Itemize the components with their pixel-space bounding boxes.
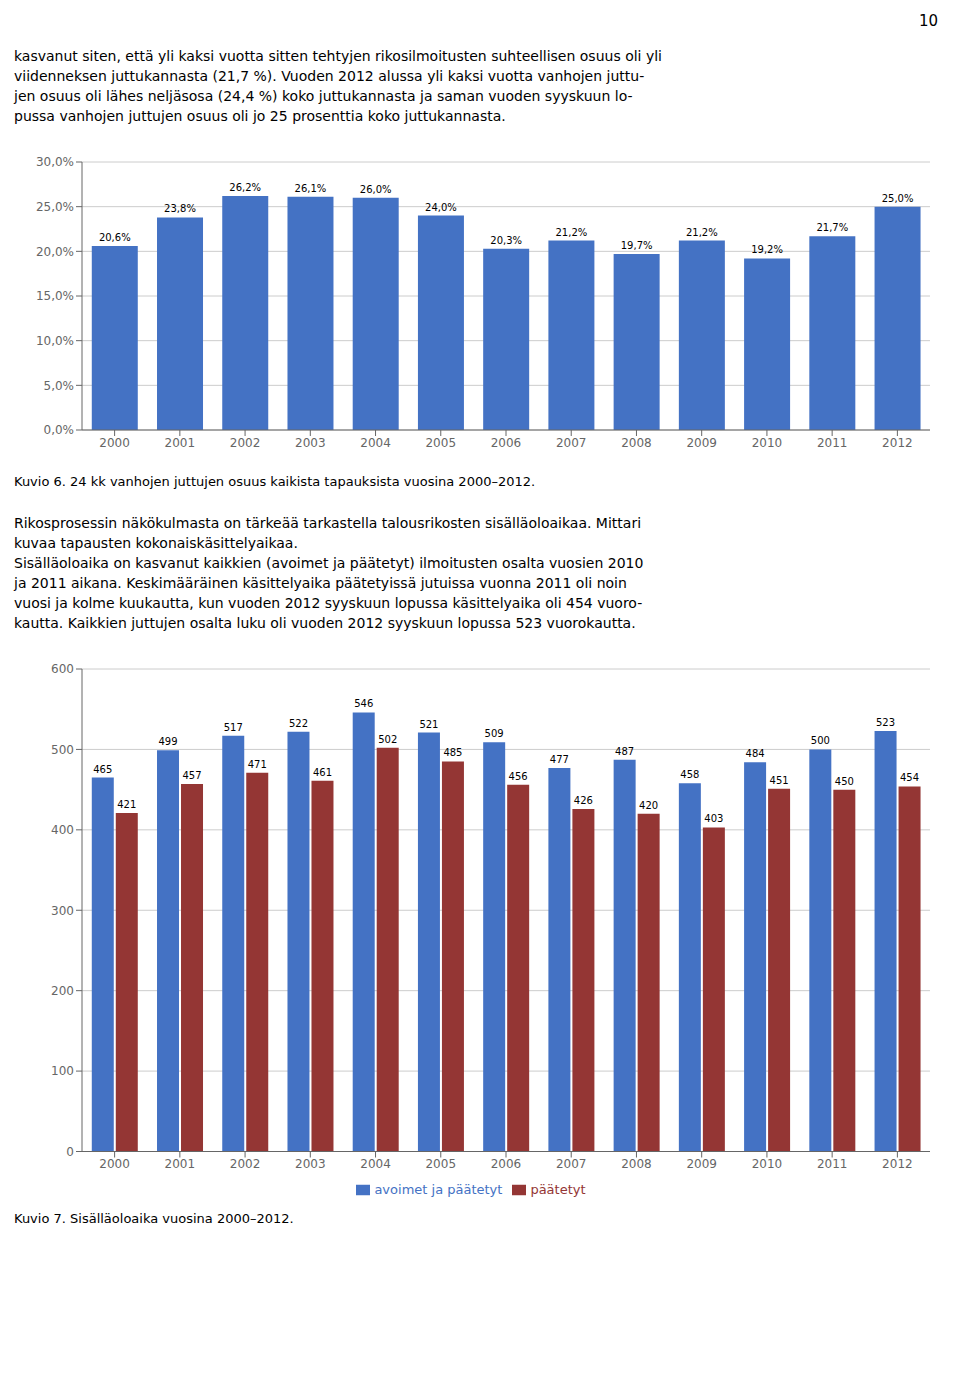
svg-text:20,0%: 20,0% bbox=[36, 245, 74, 259]
svg-text:10,0%: 10,0% bbox=[36, 334, 74, 348]
svg-text:2006: 2006 bbox=[491, 436, 522, 450]
svg-text:2002: 2002 bbox=[230, 1157, 261, 1171]
svg-text:25,0%: 25,0% bbox=[882, 193, 914, 204]
svg-text:517: 517 bbox=[224, 722, 243, 733]
svg-text:2012: 2012 bbox=[882, 436, 913, 450]
svg-text:5,0%: 5,0% bbox=[44, 379, 75, 393]
svg-text:100: 100 bbox=[51, 1064, 74, 1078]
svg-text:457: 457 bbox=[182, 770, 201, 781]
svg-text:2007: 2007 bbox=[556, 436, 587, 450]
svg-text:484: 484 bbox=[746, 748, 765, 759]
svg-text:2000: 2000 bbox=[99, 436, 130, 450]
svg-text:19,2%: 19,2% bbox=[751, 244, 783, 255]
svg-text:500: 500 bbox=[51, 743, 74, 757]
html-text:vuosi ja kolme kuukautta, kun: vuosi ja kolme kuukautta, kun vuoden 201… bbox=[14, 595, 643, 611]
svg-text:2008: 2008 bbox=[621, 1157, 652, 1171]
svg-text:2006: 2006 bbox=[491, 1157, 522, 1171]
svg-text:450: 450 bbox=[835, 776, 854, 787]
html-text:Rikosprosessin näkökulmasta on: Rikosprosessin näkökulmasta on tärkeää t… bbox=[14, 515, 641, 531]
html-text:pussa vanhojen juttujen osuus: pussa vanhojen juttujen osuus oli jo 25 … bbox=[14, 108, 506, 124]
svg-text:2011: 2011 bbox=[817, 436, 848, 450]
svg-text:2004: 2004 bbox=[360, 436, 391, 450]
html-text:kuvaa tapausten kokonaiskäsitt: kuvaa tapausten kokonaiskäsittelyaikaa. bbox=[14, 535, 298, 551]
html-text:jen osuus oli lähes neljäsosa: jen osuus oli lähes neljäsosa (24,4 %) k… bbox=[14, 88, 633, 104]
svg-text:2002: 2002 bbox=[230, 436, 261, 450]
svg-text:2010: 2010 bbox=[752, 1157, 783, 1171]
svg-text:456: 456 bbox=[509, 771, 528, 782]
svg-text:2005: 2005 bbox=[425, 436, 456, 450]
html-text:Sisälläoloaika on kasvanut kai: Sisälläoloaika on kasvanut kaikkien (avo… bbox=[14, 555, 644, 571]
svg-text:19,7%: 19,7% bbox=[621, 240, 653, 251]
html-text:päätetyt: päätetyt bbox=[530, 1181, 586, 1197]
svg-text:403: 403 bbox=[704, 813, 723, 824]
svg-text:21,2%: 21,2% bbox=[556, 227, 588, 238]
svg-text:421: 421 bbox=[117, 799, 136, 810]
svg-text:458: 458 bbox=[680, 769, 699, 780]
svg-text:2007: 2007 bbox=[556, 1157, 587, 1171]
svg-text:24,0%: 24,0% bbox=[425, 202, 457, 213]
svg-text:200: 200 bbox=[51, 984, 74, 998]
html-text:Kuvio 7. Sisälläoloaika vuosin: Kuvio 7. Sisälläoloaika vuosina 2000–201… bbox=[14, 1211, 294, 1226]
svg-text:461: 461 bbox=[313, 767, 332, 778]
svg-text:487: 487 bbox=[615, 746, 634, 757]
svg-text:477: 477 bbox=[550, 754, 569, 765]
svg-text:2000: 2000 bbox=[99, 1157, 130, 1171]
html-text:Kuvio 6. 24 kk vanhojen juttuj: Kuvio 6. 24 kk vanhojen juttujen osuus k… bbox=[14, 474, 536, 489]
html-text:ja 2011 aikana. Keskimääräinen: ja 2011 aikana. Keskimääräinen käsittely… bbox=[14, 575, 627, 591]
html-text:avoimet ja päätetyt: avoimet ja päätetyt bbox=[374, 1181, 503, 1197]
svg-text:426: 426 bbox=[574, 795, 593, 806]
svg-text:2012: 2012 bbox=[882, 1157, 913, 1171]
svg-text:2001: 2001 bbox=[165, 1157, 196, 1171]
svg-text:21,7%: 21,7% bbox=[816, 222, 848, 233]
svg-text:2001: 2001 bbox=[165, 436, 196, 450]
svg-text:502: 502 bbox=[378, 734, 397, 745]
svg-text:454: 454 bbox=[900, 772, 919, 783]
svg-text:509: 509 bbox=[485, 728, 504, 739]
svg-text:523: 523 bbox=[876, 717, 895, 728]
svg-text:25,0%: 25,0% bbox=[36, 200, 74, 214]
svg-text:23,8%: 23,8% bbox=[164, 203, 196, 214]
svg-text:30,0%: 30,0% bbox=[36, 155, 74, 169]
svg-text:522: 522 bbox=[289, 718, 308, 729]
svg-text:2010: 2010 bbox=[752, 436, 783, 450]
svg-text:21,2%: 21,2% bbox=[686, 227, 718, 238]
svg-text:400: 400 bbox=[51, 823, 74, 837]
html-text:kautta. Kaikkien juttujen osal: kautta. Kaikkien juttujen osalta luku ol… bbox=[14, 615, 636, 631]
svg-text:2003: 2003 bbox=[295, 436, 326, 450]
svg-text:20,6%: 20,6% bbox=[99, 232, 131, 243]
html-text:kasvanut siten, että yli kaksi: kasvanut siten, että yli kaksi vuotta si… bbox=[14, 48, 662, 64]
svg-text:2004: 2004 bbox=[360, 1157, 391, 1171]
svg-text:451: 451 bbox=[770, 775, 789, 786]
html-text:10: 10 bbox=[918, 12, 938, 30]
svg-text:485: 485 bbox=[443, 747, 462, 758]
svg-text:420: 420 bbox=[639, 800, 658, 811]
svg-text:0: 0 bbox=[66, 1145, 74, 1159]
svg-text:546: 546 bbox=[354, 698, 373, 709]
svg-text:2005: 2005 bbox=[425, 1157, 456, 1171]
svg-text:600: 600 bbox=[51, 662, 74, 676]
svg-text:2003: 2003 bbox=[295, 1157, 326, 1171]
svg-text:26,1%: 26,1% bbox=[295, 183, 327, 194]
svg-text:499: 499 bbox=[158, 736, 177, 747]
svg-text:26,2%: 26,2% bbox=[229, 182, 261, 193]
svg-text:15,0%: 15,0% bbox=[36, 289, 74, 303]
svg-text:500: 500 bbox=[811, 735, 830, 746]
svg-text:2009: 2009 bbox=[686, 1157, 717, 1171]
svg-text:300: 300 bbox=[51, 904, 74, 918]
svg-text:2011: 2011 bbox=[817, 1157, 848, 1171]
svg-text:0,0%: 0,0% bbox=[44, 423, 75, 437]
svg-text:20,3%: 20,3% bbox=[490, 235, 522, 246]
svg-text:465: 465 bbox=[93, 764, 112, 775]
svg-text:521: 521 bbox=[419, 719, 438, 730]
svg-text:2009: 2009 bbox=[686, 436, 717, 450]
html-text:viidenneksen juttukannasta (21: viidenneksen juttukannasta (21,7 %). Vuo… bbox=[14, 68, 645, 84]
svg-text:2008: 2008 bbox=[621, 436, 652, 450]
svg-text:471: 471 bbox=[248, 759, 267, 770]
svg-text:26,0%: 26,0% bbox=[360, 184, 392, 195]
